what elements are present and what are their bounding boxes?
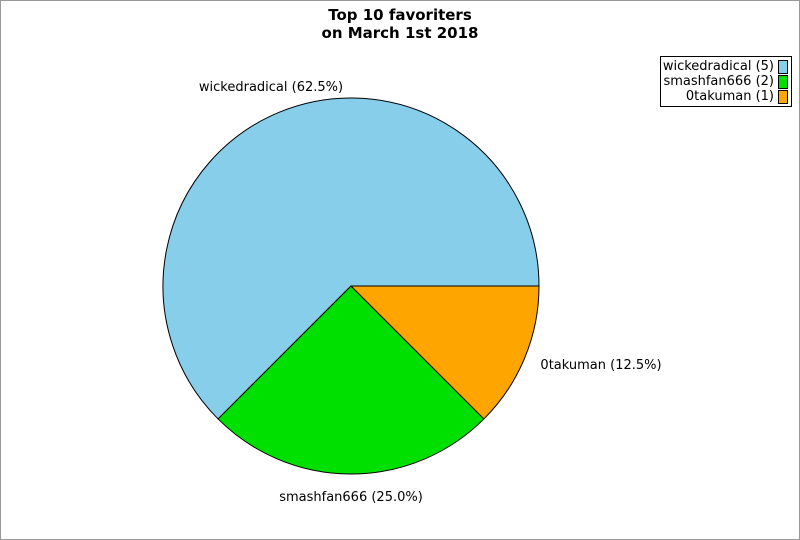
- chart-title: Top 10 favoriters on March 1st 2018: [1, 6, 799, 42]
- legend-item-label: smashfan666 (2): [663, 74, 774, 89]
- chart-title-line2: on March 1st 2018: [321, 24, 479, 42]
- legend-item: wickedradical (5): [662, 59, 788, 74]
- legend: wickedradical (5) smashfan666 (2) 0takum…: [660, 56, 792, 107]
- pie-slice-wickedradical: [162, 97, 540, 420]
- chart-title-line1: Top 10 favoriters: [328, 6, 472, 24]
- legend-swatch-icon: [778, 89, 788, 104]
- slice-callout-smashfan666: smashfan666 (25.0%): [279, 490, 423, 505]
- legend-item-label: wickedradical (5): [662, 59, 774, 74]
- legend-item: 0takuman (1): [664, 89, 788, 104]
- legend-item-label: 0takuman (1): [685, 89, 774, 104]
- slice-callout-0takuman: 0takuman (12.5%): [540, 358, 662, 373]
- pie-slice-smashfan666: [217, 285, 485, 475]
- legend-swatch-icon: [778, 74, 788, 89]
- legend-swatch-icon: [778, 59, 788, 74]
- legend-item: smashfan666 (2): [663, 74, 788, 89]
- pie-slice-0takuman: [350, 285, 540, 420]
- slice-callout-wickedradical: wickedradical (62.5%): [198, 80, 344, 95]
